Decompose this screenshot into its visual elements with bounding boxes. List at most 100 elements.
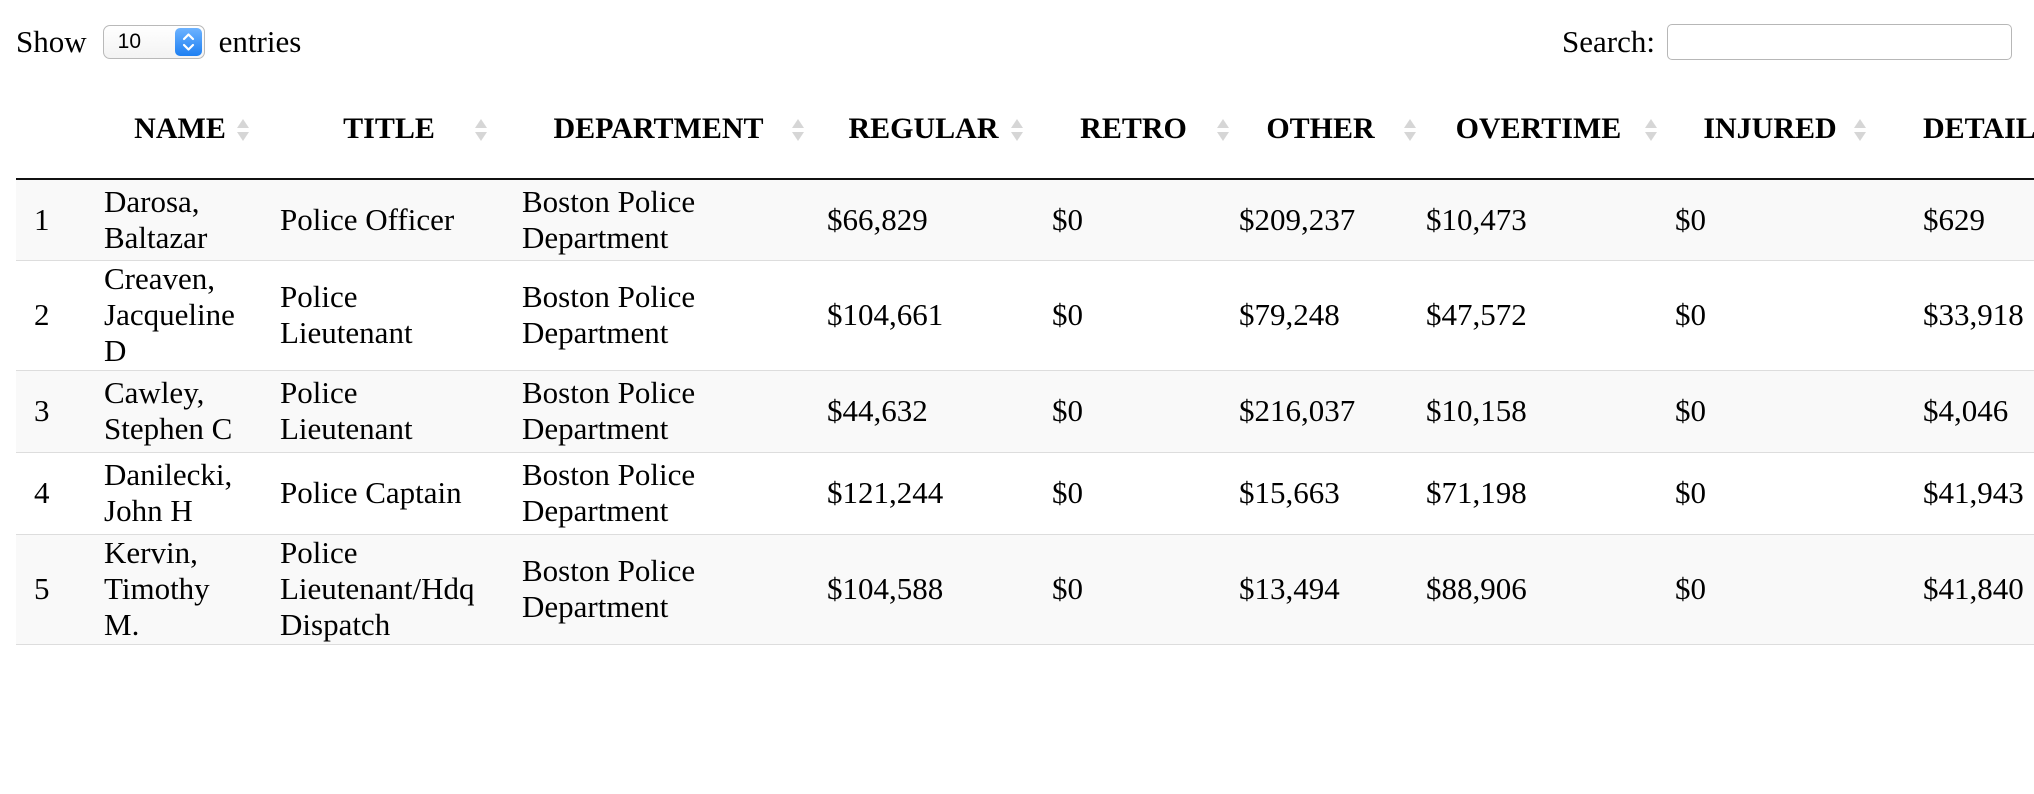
sort-arrows-icon[interactable]: [1403, 116, 1417, 144]
cell-name: Creaven, Jacqueline D: [92, 260, 268, 371]
cell-department: Boston Police Department: [510, 370, 807, 453]
cell-name-line: Cawley,: [104, 375, 205, 410]
column-header-overtime[interactable]: OVERTIME: [1414, 80, 1663, 180]
column-header-label: TITLE: [343, 112, 435, 145]
cell-detail: $33,918: [1877, 260, 2034, 371]
sort-arrows-icon[interactable]: [1644, 116, 1658, 144]
cell-department-line: Boston Police: [522, 457, 696, 492]
sort-arrows-icon[interactable]: [791, 116, 805, 144]
cell-department: Boston Police Department: [510, 179, 807, 261]
cell-name-line: Creaven,: [104, 261, 216, 296]
entries-select[interactable]: 10: [102, 25, 205, 59]
table-row[interactable]: 4 Danilecki, John H Police Captain Boston Po…: [16, 452, 2034, 535]
table-row[interactable]: 3 Cawley, Stephen C Police Lieutenant Boston …: [16, 370, 2034, 453]
cell-regular: $104,661: [807, 260, 1040, 371]
cell-injured: $0: [1663, 370, 1877, 453]
cell-other: $216,037: [1227, 370, 1414, 453]
cell-injured: $0: [1663, 260, 1877, 371]
cell-overtime: $10,473: [1414, 179, 1663, 261]
cell-detail: $41,840: [1877, 534, 2034, 645]
cell-regular: $104,588: [807, 534, 1040, 645]
cell-title-line: Police: [280, 375, 358, 410]
search-input[interactable]: [1667, 24, 2012, 60]
column-header-other[interactable]: OTHER: [1227, 80, 1417, 180]
cell-injured: $0: [1663, 179, 1877, 261]
column-header-retro[interactable]: RETRO: [1040, 80, 1230, 180]
cell-title: Police Lieutenant: [268, 370, 510, 453]
sort-arrows-icon[interactable]: [236, 116, 250, 144]
cell-name-line: D: [104, 333, 127, 368]
sort-arrows-icon[interactable]: [474, 116, 488, 144]
cell-other: $15,663: [1227, 452, 1414, 535]
search-label: Search:: [1562, 24, 1655, 59]
table-controls: Show 10 entries Search:: [0, 0, 2034, 80]
cell-department-line: Department: [522, 411, 669, 446]
cell-name-line: Jacqueline: [104, 297, 235, 332]
entries-label: entries: [218, 24, 302, 59]
cell-retro: $0: [1040, 260, 1227, 371]
cell-detail: $4,046: [1877, 370, 2034, 453]
sort-arrows-icon[interactable]: [1853, 116, 1867, 144]
column-header-label: DEPARTMENT: [553, 112, 764, 145]
entries-select-value: 10: [117, 30, 141, 53]
table-row[interactable]: 5 Kervin, Timothy M. Police Lieutenant/Hdq Dis…: [16, 534, 2034, 645]
cell-name-line: Baltazar: [104, 219, 208, 255]
column-header-name[interactable]: NAME: [92, 80, 268, 180]
column-header-regular[interactable]: REGULAR: [807, 80, 1040, 180]
cell-title: Police Officer: [268, 179, 510, 261]
column-header-department[interactable]: DEPARTMENT: [510, 80, 807, 180]
column-header-label: RETRO: [1080, 112, 1187, 145]
column-header-title[interactable]: TITLE: [268, 80, 510, 180]
column-header-label: REGULAR: [848, 112, 999, 145]
column-header-injured[interactable]: INJURED: [1663, 80, 1877, 180]
table-row[interactable]: 1 Darosa, Baltazar Police Officer Boston Pol…: [16, 179, 2034, 261]
cell-title-line: Lieutenant: [280, 411, 413, 446]
column-header-index: [16, 80, 92, 180]
cell-title-line: Police Officer: [280, 201, 455, 237]
cell-index: 5: [16, 534, 92, 645]
cell-other: $79,248: [1227, 260, 1414, 371]
cell-overtime: $10,158: [1414, 370, 1663, 453]
cell-name-line: Danilecki,: [104, 457, 233, 492]
select-updown-arrows-icon: [174, 28, 202, 56]
cell-injured: $0: [1663, 452, 1877, 535]
cell-department-line: Department: [522, 219, 669, 255]
table-body: 1 Darosa, Baltazar Police Officer Boston Pol…: [16, 179, 2034, 645]
column-header-label: NAME: [134, 112, 226, 145]
cell-name-line: Timothy: [104, 571, 210, 606]
sort-arrows-icon[interactable]: [1010, 116, 1024, 144]
cell-regular: $121,244: [807, 452, 1040, 535]
column-header-label: OTHER: [1266, 112, 1375, 145]
cell-title-line: Lieutenant: [280, 315, 413, 350]
cell-regular: $44,632: [807, 370, 1040, 453]
cell-name-line: John H: [104, 493, 193, 528]
salary-table: NAME TITLE DEPARTMENT REGULAR RETRO OTHER OVER…: [16, 80, 2034, 645]
cell-title: Police Captain: [268, 452, 510, 535]
cell-injured: $0: [1663, 534, 1877, 645]
cell-department-line: Department: [522, 493, 669, 528]
cell-retro: $0: [1040, 534, 1227, 645]
cell-title: Police Lieutenant: [268, 260, 510, 371]
column-header-label: INJURED: [1703, 112, 1837, 145]
cell-name-line: Kervin,: [104, 535, 198, 570]
column-header-label: DETAIL: [1923, 112, 2034, 145]
cell-title-line: Lieutenant/Hdq: [280, 571, 475, 606]
data-table-container: NAME TITLE DEPARTMENT REGULAR RETRO OTHER OVER…: [16, 80, 2034, 794]
cell-title: Police Lieutenant/Hdq Dispatch: [268, 534, 510, 645]
cell-overtime: $47,572: [1414, 260, 1663, 371]
cell-department: Boston Police Department: [510, 260, 807, 371]
cell-title-line: Police Captain: [280, 475, 462, 510]
table-row[interactable]: 2 Creaven, Jacqueline D Police Lieutenant Bost…: [16, 260, 2034, 371]
cell-department: Boston Police Department: [510, 452, 807, 535]
sort-arrows-icon[interactable]: [1216, 116, 1230, 144]
entries-length-control: Show 10 entries: [16, 22, 301, 62]
cell-overtime: $88,906: [1414, 534, 1663, 645]
cell-detail: $41,943: [1877, 452, 2034, 535]
cell-regular: $66,829: [807, 179, 1040, 261]
table-header: NAME TITLE DEPARTMENT REGULAR RETRO OTHER OVER…: [16, 80, 2034, 180]
column-header-label: OVERTIME: [1455, 112, 1622, 145]
column-header-detail[interactable]: DETAIL: [1877, 80, 2034, 180]
cell-department-line: Boston Police: [522, 553, 696, 588]
cell-title-line: Dispatch: [280, 607, 391, 642]
cell-retro: $0: [1040, 179, 1227, 261]
